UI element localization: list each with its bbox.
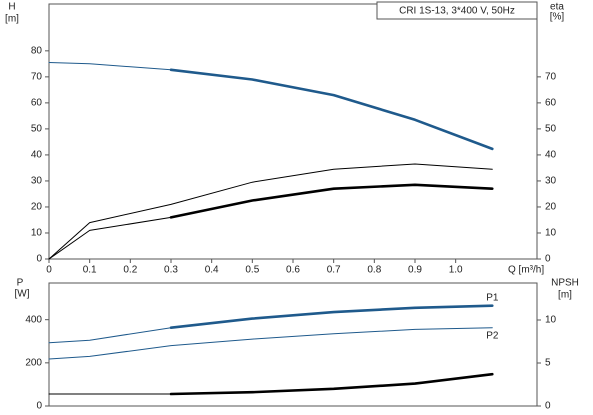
y2-tick-label: 60 [545, 98, 557, 109]
plot-frame [48, 3, 538, 260]
curve [169, 372, 494, 396]
x-axis-label: Q [m³/h] [508, 265, 544, 276]
x-tick-label: 0.8 [367, 265, 381, 276]
x-tick-label: 0.6 [286, 265, 300, 276]
y-tick-label: 400 [25, 314, 42, 325]
y-tick-label: 0 [36, 401, 42, 412]
x-tick-label: 0.2 [123, 265, 137, 276]
y-tick-label: 200 [25, 357, 42, 368]
y2-tick-label: 20 [545, 202, 557, 213]
curve [48, 62, 172, 71]
y-axis-label: P [17, 278, 24, 289]
y-tick-label: 60 [31, 98, 43, 109]
x-tick-label: 0.9 [408, 265, 422, 276]
y-tick-label: 70 [31, 71, 43, 82]
x-tick-label: 0 [46, 265, 52, 276]
y-tick-label: 10 [31, 228, 43, 239]
x-tick-label: 1.0 [449, 265, 463, 276]
y2-axis-unit: [%] [550, 12, 565, 23]
curve [48, 327, 172, 344]
x-label-bg [506, 264, 547, 276]
y2-tick-label: 5 [545, 358, 551, 369]
y-tick-label: 20 [31, 202, 43, 213]
y2-tick-label: 30 [545, 176, 557, 187]
y-axis-unit: [m] [5, 14, 19, 25]
curve [169, 68, 494, 151]
y-tick-label: 0 [36, 254, 42, 265]
series-label: P2 [486, 330, 499, 341]
x-tick-label: 0.7 [327, 265, 341, 276]
y2-tick-label: 10 [545, 315, 557, 326]
curve [169, 304, 494, 329]
y2-axis-unit: [m] [558, 290, 572, 301]
y2-tick-label: 40 [545, 150, 557, 161]
y2-axis-label: eta [550, 2, 564, 13]
y-axis-unit: [W] [15, 289, 30, 300]
x-tick-label: 0.1 [83, 265, 97, 276]
x-tick-label: 0.4 [205, 265, 219, 276]
y2-axis-label: NPSH [551, 278, 579, 289]
x-tick-label: 0.3 [164, 265, 178, 276]
y-tick-label: 30 [31, 176, 43, 187]
curve [48, 216, 172, 260]
curve [48, 163, 493, 260]
curve [48, 327, 493, 360]
y-tick-label: 40 [31, 150, 43, 161]
y2-tick-label: 50 [545, 124, 557, 135]
chart-title: CRI 1S-13, 3*400 V, 50Hz [399, 6, 515, 17]
y-tick-label: 80 [31, 45, 43, 56]
x-tick-label: 0.5 [245, 265, 259, 276]
y-axis-label: H [8, 2, 15, 13]
y2-tick-label: 0 [545, 401, 551, 412]
y-tick-label: 50 [31, 124, 43, 135]
series-label: P1 [486, 292, 499, 303]
y2-tick-label: 0 [545, 254, 551, 265]
y2-tick-label: 10 [545, 228, 557, 239]
curve [169, 183, 494, 219]
title-box [376, 1, 538, 20]
y2-tick-label: 70 [545, 71, 557, 82]
plot-frame [48, 282, 538, 407]
